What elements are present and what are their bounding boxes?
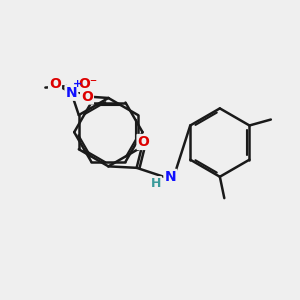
Text: O: O: [81, 89, 93, 103]
Text: N: N: [65, 86, 77, 100]
Text: H: H: [151, 177, 161, 190]
Text: O: O: [49, 77, 61, 91]
Text: O⁻: O⁻: [78, 77, 97, 91]
Text: +: +: [73, 80, 83, 89]
Text: O: O: [137, 135, 149, 149]
Text: N: N: [164, 170, 176, 184]
